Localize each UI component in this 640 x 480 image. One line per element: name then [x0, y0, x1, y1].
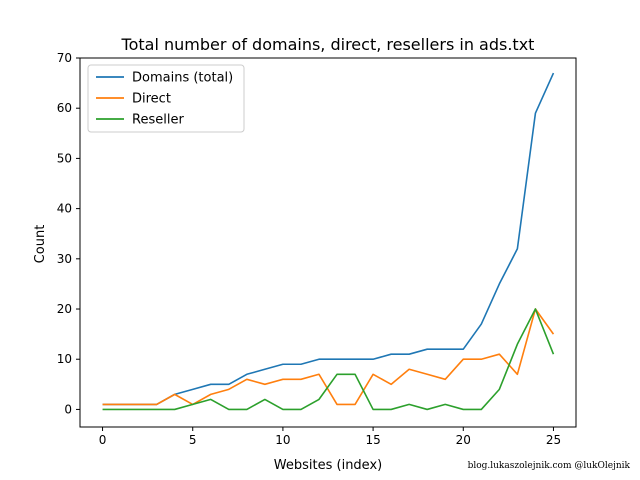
x-tick-label: 0: [99, 433, 107, 447]
legend-entry: Reseller: [132, 113, 184, 128]
x-axis-label: Websites (index): [274, 458, 382, 473]
series-line-3: [102, 308, 555, 411]
series-line-2: [102, 308, 555, 406]
series-line-1: [102, 72, 555, 406]
axes-frame: [79, 57, 577, 428]
legend-entry: Domains (total): [132, 71, 233, 86]
x-tick-label: 25: [546, 433, 561, 447]
y-tick-label: 20: [57, 302, 72, 316]
y-tick-label: 30: [57, 252, 72, 266]
x-tick-label: 10: [275, 433, 290, 447]
y-tick-label: 70: [57, 51, 72, 65]
legend: Domains (total) Direct Reseller: [87, 64, 245, 133]
x-tick-label: 15: [365, 433, 380, 447]
legend-box: [87, 64, 245, 133]
y-tick-label: 40: [57, 202, 72, 216]
y-tick-label: 0: [64, 402, 72, 416]
legend-entry: Direct: [132, 92, 171, 107]
y-tick-label: 10: [57, 352, 72, 366]
watermark-credit: blog.lukaszolejnik.com @lukOlejnik: [467, 461, 630, 471]
y-tick-label: 60: [57, 101, 72, 115]
x-tick-label: 20: [456, 433, 471, 447]
x-tick-label: 5: [189, 433, 197, 447]
plot-area: 0 5 10 15 20 25 0 10 20 30 40 50 60 70 Domains (total)…: [57, 51, 577, 447]
y-axis-label: Count: [33, 225, 48, 264]
chart-title: Total number of domains, direct, reselle…: [121, 35, 535, 54]
y-tick-label: 50: [57, 151, 72, 165]
